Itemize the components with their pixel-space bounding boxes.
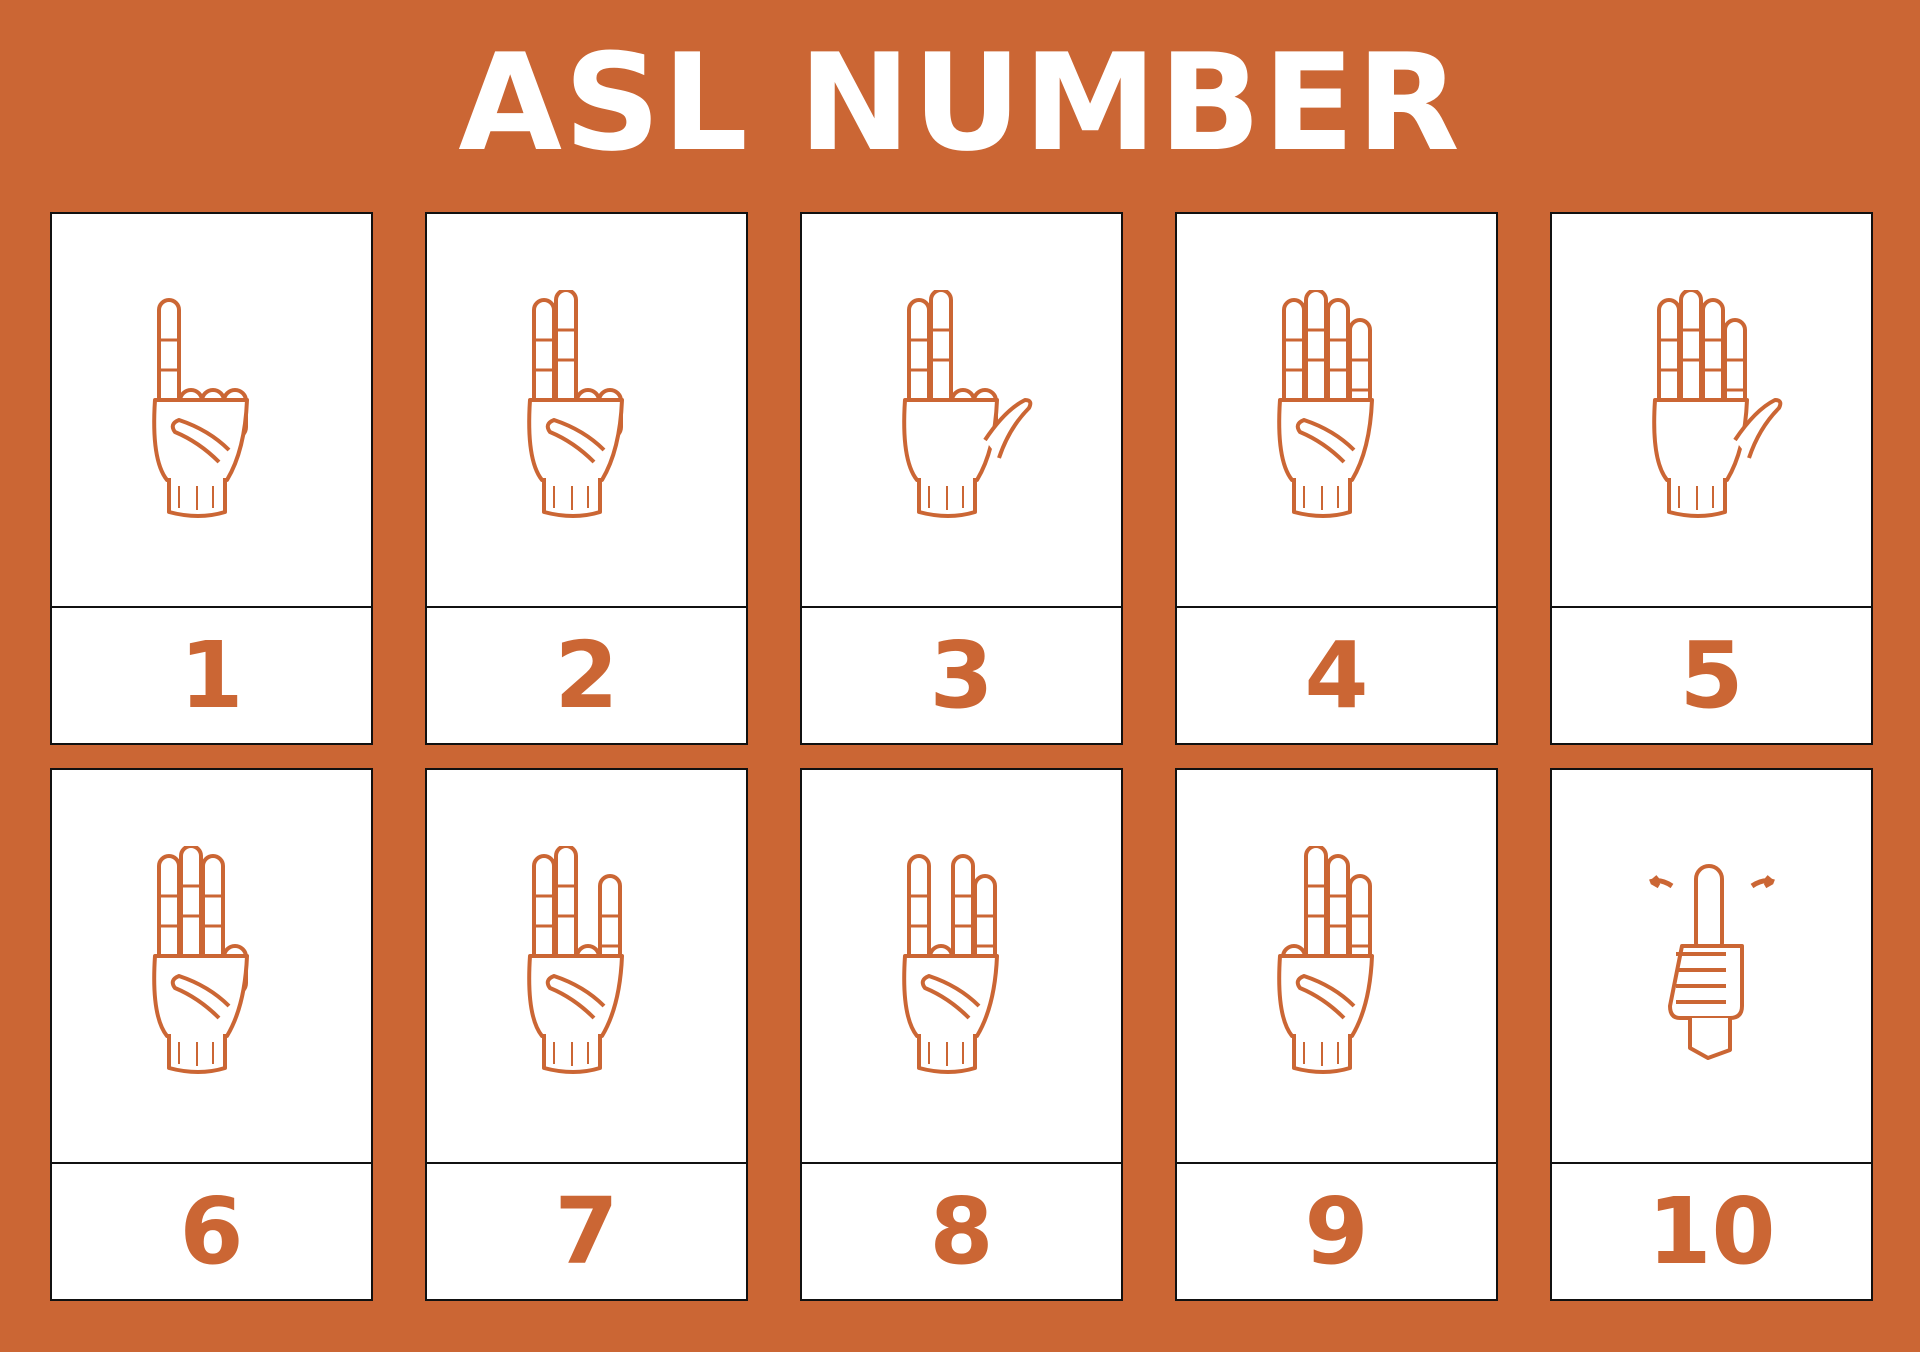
- sign-card-5: 5: [1550, 212, 1873, 745]
- sign-number-label: 5: [1679, 622, 1744, 729]
- sign-number-label: 7: [554, 1178, 619, 1285]
- sign-number-label: 6: [179, 1178, 244, 1285]
- hand-sign-one-icon: [52, 214, 371, 608]
- hand-sign-six-icon: [52, 770, 371, 1164]
- sign-number-label: 8: [929, 1178, 994, 1285]
- sign-number-label: 3: [929, 622, 994, 729]
- hand-sign-four-icon: [1177, 214, 1496, 608]
- sign-card-2: 2: [425, 212, 748, 745]
- sign-card-4: 4: [1175, 212, 1498, 745]
- hand-sign-five-icon: [1552, 214, 1871, 608]
- sign-number-label: 1: [179, 622, 244, 729]
- sign-number-label: 4: [1304, 622, 1369, 729]
- hand-sign-two-icon: [427, 214, 746, 608]
- sign-number-label: 9: [1304, 1178, 1369, 1285]
- sign-card-7: 7: [425, 768, 748, 1301]
- hand-sign-seven-icon: [427, 770, 746, 1164]
- sign-card-6: 6: [50, 768, 373, 1301]
- sign-card-9: 9: [1175, 768, 1498, 1301]
- page-title: ASL NUMBER: [458, 25, 1462, 181]
- hand-sign-three-icon: [802, 214, 1121, 608]
- sign-card-3: 3: [800, 212, 1123, 745]
- sign-card-1: 1: [50, 212, 373, 745]
- sign-number-label: 10: [1647, 1178, 1776, 1285]
- sign-card-10: 10: [1550, 768, 1873, 1301]
- hand-sign-ten-icon: [1552, 770, 1871, 1164]
- hand-sign-eight-icon: [802, 770, 1121, 1164]
- hand-sign-nine-icon: [1177, 770, 1496, 1164]
- sign-number-label: 2: [554, 622, 619, 729]
- sign-card-8: 8: [800, 768, 1123, 1301]
